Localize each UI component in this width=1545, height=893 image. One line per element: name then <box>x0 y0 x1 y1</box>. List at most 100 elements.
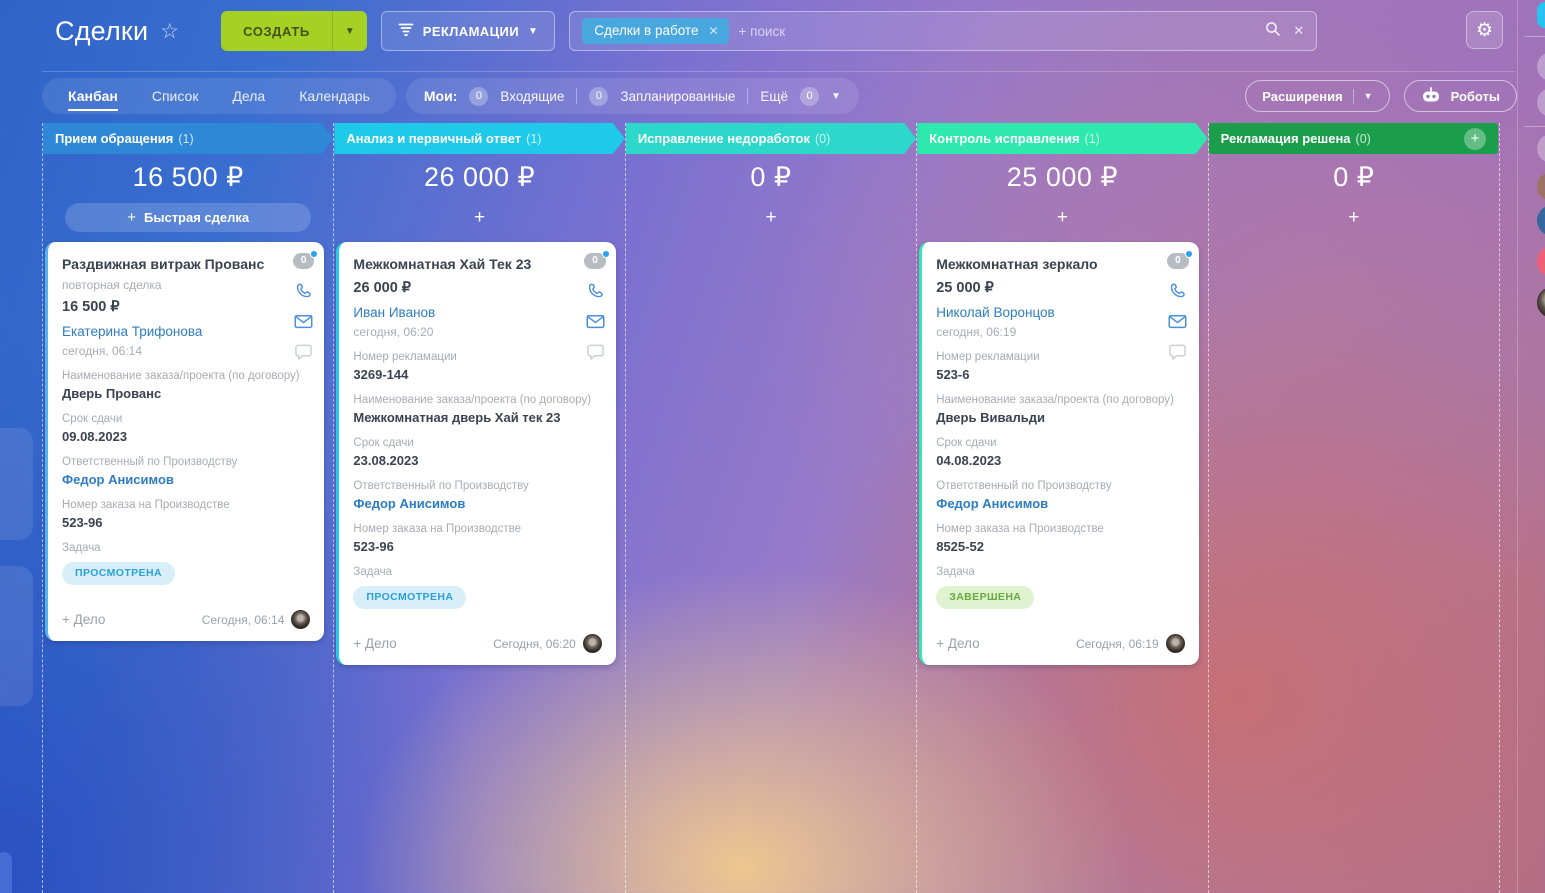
chat-icon[interactable] <box>294 342 314 362</box>
robots-button[interactable]: Роботы <box>1403 80 1517 112</box>
add-stage-deal-button[interactable]: + <box>1464 127 1487 150</box>
planned-filter[interactable]: Запланированные <box>620 88 736 104</box>
chat-icon[interactable] <box>1168 342 1188 362</box>
task-status-badge: ПРОСМОТРЕНА <box>62 562 175 585</box>
tab-kanban[interactable]: Канбан <box>68 88 118 111</box>
deal-card[interactable]: 0 Межкомнатная зеркало 25 000 ₽ Николай … <box>919 242 1199 665</box>
funnel-filter-button[interactable]: РЕКЛАМАЦИИ ▼ <box>380 11 556 51</box>
email-icon[interactable] <box>1168 311 1188 331</box>
contact-link[interactable]: Николай Воронцов <box>936 305 1055 320</box>
settings-gear-button[interactable]: ⚙ <box>1466 11 1503 49</box>
kanban-board: Прием обращения (1) 16 500 ₽ + Быстрая с… <box>42 123 1501 893</box>
counter-badge[interactable]: 0 <box>584 250 610 269</box>
deal-title[interactable]: Межкомнатная зеркало <box>936 256 1098 272</box>
column-header[interactable]: Прием обращения (1) <box>43 123 333 154</box>
notification-dot <box>310 250 319 258</box>
responsible-link[interactable]: Федор Анисимов <box>936 496 1049 511</box>
responsible-link[interactable]: Федор Анисимов <box>353 496 466 511</box>
phone-icon[interactable] <box>585 280 605 300</box>
divider <box>1524 36 1545 37</box>
search-filter-chip[interactable]: Сделки в работе ✕ <box>582 18 729 44</box>
deal-title[interactable]: Раздвижная витраж Прованс <box>62 256 265 272</box>
top-bar: Сделки ☆ СОЗДАТЬ ▼ РЕКЛАМАЦИИ ▼ Сделки в… <box>0 0 1545 62</box>
create-button[interactable]: СОЗДАТЬ ▼ <box>221 11 367 51</box>
search-input[interactable] <box>738 23 1266 39</box>
tab-calendar[interactable]: Календарь <box>299 88 370 104</box>
rail-button[interactable] <box>1537 134 1545 163</box>
task-status-badge: ЗАВЕРШЕНА <box>936 586 1035 609</box>
counter-badge[interactable]: 0 <box>292 250 319 269</box>
add-deal-button[interactable]: + <box>474 206 486 228</box>
avatar[interactable] <box>1165 634 1185 653</box>
column-title: Рекламация решена <box>1220 131 1351 146</box>
column-kontrol-ispravleniya: Контроль исправления (1) 25 000 ₽ + 0 Ме… <box>916 123 1207 893</box>
column-header[interactable]: Контроль исправления (1) <box>917 123 1207 154</box>
add-activity-link[interactable]: + Дело <box>353 636 397 651</box>
plus-icon: + <box>127 209 137 226</box>
tab-activities[interactable]: Дела <box>232 88 266 104</box>
extensions-button[interactable]: Расширения ▼ <box>1245 80 1390 112</box>
quick-deal-button[interactable]: + Быстрая сделка <box>65 203 312 232</box>
create-dropdown-caret[interactable]: ▼ <box>331 11 367 51</box>
field-label: Срок сдачи <box>62 413 123 425</box>
deal-title[interactable]: Межкомнатная Хай Тек 23 <box>353 256 532 272</box>
field-value: 523-96 <box>62 515 103 530</box>
add-activity-link[interactable]: + Дело <box>62 612 106 627</box>
responsible-link[interactable]: Федор Анисимов <box>62 472 174 487</box>
view-toolbar: Канбан Список Дела Календарь Мои: 0 Вход… <box>0 78 1517 114</box>
page-title: Сделки <box>55 15 149 46</box>
chevron-down-icon[interactable]: ▼ <box>831 90 841 102</box>
rail-user-avatar[interactable] <box>1537 172 1545 201</box>
avatar[interactable] <box>582 634 602 653</box>
search-chip-label: Сделки в работе <box>594 23 699 38</box>
chevron-down-icon[interactable]: ▼ <box>1363 91 1373 101</box>
clear-search-icon[interactable]: ✕ <box>1293 23 1305 38</box>
avatar[interactable] <box>291 610 311 629</box>
rail-user-avatar[interactable] <box>1537 287 1545 318</box>
search-bar[interactable]: Сделки в работе ✕ ✕ <box>569 11 1318 51</box>
field-label: Наименование заказа/проекта (по договору… <box>62 370 300 382</box>
deal-card[interactable]: 0 Раздвижная витраж Прованс повторная сд… <box>45 242 325 641</box>
inbox-filter[interactable]: Входящие <box>500 88 565 104</box>
counter-badge[interactable]: 0 <box>1167 250 1193 269</box>
messenger-button[interactable] <box>1537 2 1545 28</box>
rail-user-avatar[interactable] <box>1537 246 1545 277</box>
field-value: Дверь Прованс <box>62 386 162 401</box>
tab-list[interactable]: Список <box>151 88 199 104</box>
phone-icon[interactable] <box>294 280 314 300</box>
deal-card[interactable]: 0 Межкомнатная Хай Тек 23 26 000 ₽ Иван … <box>336 242 616 665</box>
add-deal-button[interactable]: + <box>765 206 777 228</box>
footer-time: Сегодня, 06:19 <box>1075 636 1159 651</box>
field-value: 8525-52 <box>936 539 984 554</box>
rail-user-avatar[interactable] <box>1537 205 1545 236</box>
more-filter[interactable]: Ещё <box>760 88 789 104</box>
notification-dot <box>601 250 610 258</box>
search-icon[interactable] <box>1265 21 1281 42</box>
email-icon[interactable] <box>585 311 605 331</box>
favorite-star-icon[interactable]: ☆ <box>160 19 180 43</box>
phone-icon[interactable] <box>1168 280 1188 300</box>
create-button-label[interactable]: СОЗДАТЬ <box>243 23 310 39</box>
robots-label: Роботы <box>1450 88 1500 104</box>
contact-link[interactable]: Иван Иванов <box>353 305 436 320</box>
chip-remove-icon[interactable]: ✕ <box>708 23 719 38</box>
field-label: Задача <box>353 566 392 578</box>
column-title: Прием обращения <box>55 131 174 146</box>
rail-button[interactable] <box>1537 88 1545 117</box>
column-amount: 25 000 ₽ <box>1006 162 1119 192</box>
chat-icon[interactable] <box>585 342 605 362</box>
column-header[interactable]: Рекламация решена (0) + <box>1208 123 1499 154</box>
contact-link[interactable]: Екатерина Трифонова <box>62 324 203 339</box>
column-header[interactable]: Анализ и первичный ответ (1) <box>334 123 624 154</box>
add-activity-link[interactable]: + Дело <box>936 636 980 651</box>
column-count: (0) <box>814 131 831 146</box>
rail-button[interactable] <box>1537 52 1545 81</box>
column-header[interactable]: Исправление недоработок (0) <box>626 123 916 154</box>
add-deal-button[interactable]: + <box>1056 206 1068 228</box>
field-value: Межкомнатная дверь Хай тек 23 <box>353 410 561 425</box>
email-icon[interactable] <box>294 311 314 331</box>
field-label: Номер заказа на Производстве <box>62 499 230 511</box>
divider <box>1352 88 1354 104</box>
add-deal-button[interactable]: + <box>1348 206 1360 228</box>
field-label: Задача <box>936 566 975 578</box>
